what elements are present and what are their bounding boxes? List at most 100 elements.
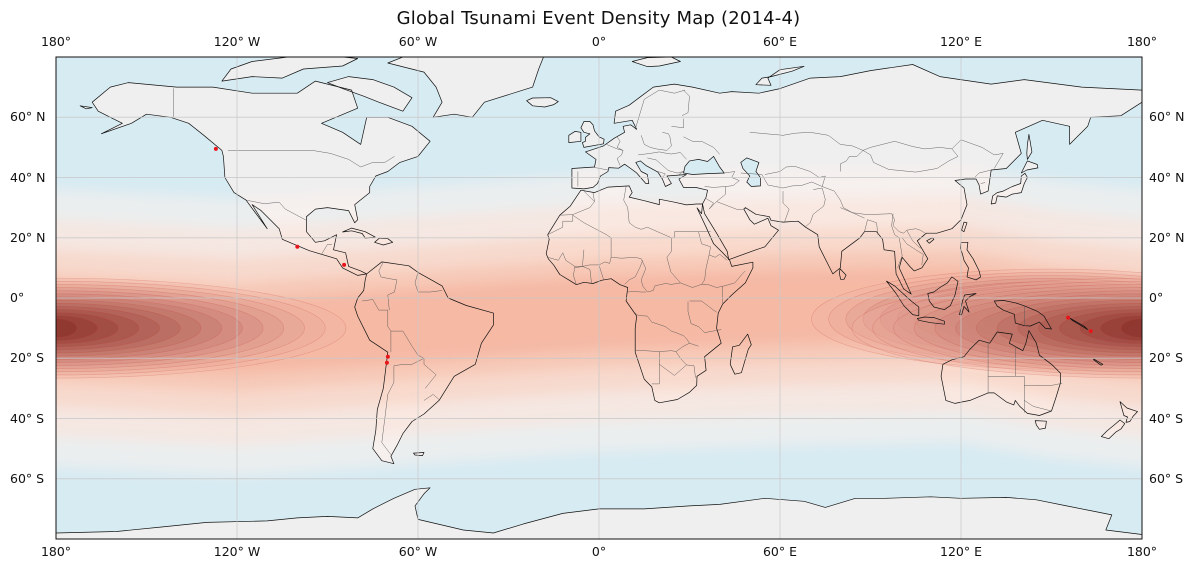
country-border-47 [623,186,711,239]
land-arctic-isles [221,57,358,82]
country-border-42 [974,169,992,178]
lat-label-left: 20° S [10,350,45,366]
tsunami-event-2 [295,244,300,249]
coastline-arctic-isles [221,57,359,82]
country-border-52 [640,268,723,304]
hotspot-2-ring-5 [965,297,1138,342]
country-border-17 [683,136,720,155]
lon-label-bottom: 60° E [762,544,798,559]
country-border-40 [902,237,924,265]
country-border-63 [659,364,687,376]
tsunami-event-4 [385,354,390,359]
lon-label-bottom: 180° [1126,544,1158,559]
country-border-13 [606,144,624,166]
country-border-14 [616,136,624,151]
hotspot-1-ring-7 [56,299,202,357]
country-border-72 [1024,383,1063,386]
coastline-hainan [926,237,935,244]
map-title: Global Tsunami Event Density Map (2014-4… [396,8,801,29]
country-border-64 [627,291,646,293]
coastline-layer [56,57,1142,539]
coastline-australia [940,330,1061,416]
coastline-antarctica [56,487,1142,539]
country-border-49 [547,252,563,261]
land-greenland [387,57,544,118]
country-border-10 [423,394,440,401]
hotspot-2-ring-2 [1016,306,1087,332]
coastline-ireland [568,131,582,143]
lat-label-right: 60° S [1149,470,1184,486]
coastline-borneo [927,276,959,311]
coastline-hokkaido [1020,160,1039,174]
country-border-57 [689,300,717,313]
country-border-21 [659,89,686,94]
hotspot-1-ring-14 [56,277,347,379]
country-border-56 [722,270,746,287]
coastline-philippines [960,241,981,281]
coastline-new-zealand-south [1100,419,1126,440]
country-border-4 [321,244,332,255]
hotspot-wrap-ring-6 [1017,302,1142,354]
coastline-new-zealand-north [1119,401,1138,423]
country-border-67 [582,266,592,283]
lat-label-left: 0° [10,290,25,305]
country-border-66 [598,264,604,280]
country-border-19 [681,89,690,116]
hotspot-2-ring-13 [828,271,1142,367]
country-border-61 [651,351,660,385]
country-border-71 [1015,347,1025,413]
lon-label-bottom: 0° [591,544,607,559]
hotspot-1-ring-4 [56,309,140,347]
lat-label-right: 40° N [1149,169,1185,185]
lon-label-top: 0° [591,34,607,49]
hotspot-1-ring-8 [56,296,222,360]
country-border-24 [704,171,740,188]
graticule [56,57,1142,539]
tsunami-event-6 [1066,315,1071,320]
hotspot-wrap-ring-5 [1038,306,1142,351]
coastline-hispaniola [374,237,394,246]
hotspot-1-ring-6 [56,302,181,354]
country-border-32 [749,132,864,151]
coastline-japan [990,172,1028,205]
hotspot-1-ring-12 [56,284,305,373]
hotspot-1-ring-1 [56,318,78,338]
country-border-26 [716,201,744,210]
country-border-45 [572,192,595,215]
coastline-iceland [526,97,559,108]
hotspot-1-ring-9 [56,293,243,363]
country-border-68 [573,266,577,285]
coastline-java [916,316,945,325]
density-layer [56,165,1142,476]
country-border-29 [740,172,823,189]
hotspot-wrap-ring-1 [1120,318,1142,338]
country-border-30 [782,191,790,223]
hotspot-wrap-ring-10 [934,290,1142,366]
country-border-44 [547,214,574,235]
lat-label-left: 60° S [10,470,45,486]
country-border-22 [647,157,684,175]
lon-label-top: 60° E [762,34,798,49]
country-border-43 [980,182,986,184]
country-border-39 [891,213,903,268]
country-border-27 [705,198,714,210]
coastline-sumatra [886,280,920,317]
coastline-sakhalin [1026,134,1033,160]
coastline-south-america [354,261,494,465]
country-border-35 [840,150,864,172]
coastline-falklands [413,452,425,456]
hotspot-2-ring-9 [896,284,1142,354]
tsunami-event-1 [213,146,218,151]
country-border-8 [381,358,425,455]
coastline-new-caledonia [1093,358,1104,366]
country-border-41 [906,230,924,250]
hotspot-2-ring-11 [862,278,1142,360]
hotspot-1-ring-10 [56,290,264,366]
map-frame [55,56,1143,540]
hotspot-wrap-ring-7 [996,299,1142,357]
country-border-65 [624,260,643,285]
hotspot-2-ring-10 [879,281,1142,357]
hotspot-1-ring-5 [56,306,160,351]
hotspot-2-ring-12 [845,275,1142,364]
